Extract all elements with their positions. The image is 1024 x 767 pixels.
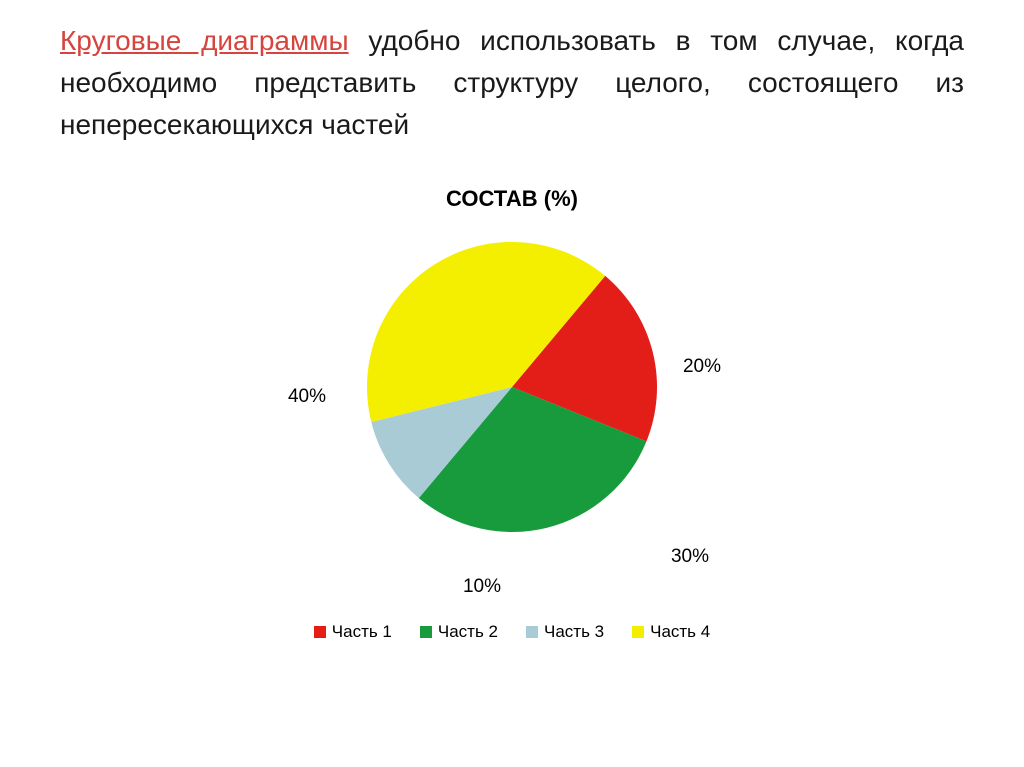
legend-item-2: Часть 3 <box>526 622 604 642</box>
pie-svg <box>367 242 657 532</box>
legend-item-3: Часть 4 <box>632 622 710 642</box>
pie-chart: 20% 30% 10% 40% <box>367 242 657 537</box>
slice-label-2: 10% <box>463 576 501 598</box>
chart-title: СОСТАВ (%) <box>60 186 964 212</box>
legend-swatch-0 <box>314 626 326 638</box>
legend-item-1: Часть 2 <box>420 622 498 642</box>
description-text: Круговые диаграммы удобно использовать в… <box>60 20 964 146</box>
legend-item-0: Часть 1 <box>314 622 392 642</box>
slice-label-0: 20% <box>683 356 721 378</box>
legend-text-3: Часть 4 <box>650 622 710 642</box>
chart-area: 20% 30% 10% 40% <box>60 242 964 602</box>
slice-label-1: 30% <box>671 546 709 568</box>
legend-swatch-1 <box>420 626 432 638</box>
legend-text-0: Часть 1 <box>332 622 392 642</box>
legend-text-2: Часть 3 <box>544 622 604 642</box>
legend-swatch-3 <box>632 626 644 638</box>
legend: Часть 1 Часть 2 Часть 3 Часть 4 <box>60 622 964 642</box>
legend-text-1: Часть 2 <box>438 622 498 642</box>
description-highlight: Круговые диаграммы <box>60 25 349 56</box>
legend-swatch-2 <box>526 626 538 638</box>
slice-label-3: 40% <box>288 386 326 408</box>
